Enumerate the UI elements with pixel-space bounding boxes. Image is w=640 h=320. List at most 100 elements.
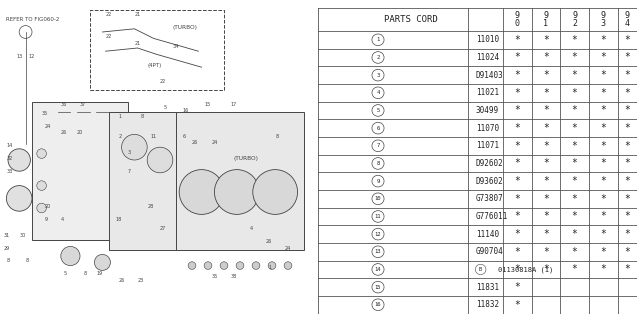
Text: 11: 11	[375, 214, 381, 219]
Text: REFER TO FIG060-2: REFER TO FIG060-2	[6, 17, 60, 22]
Text: *: *	[624, 158, 630, 168]
Text: (TURBO): (TURBO)	[173, 25, 198, 30]
Text: *: *	[600, 229, 606, 239]
Text: 14: 14	[6, 143, 13, 148]
Text: G776011: G776011	[476, 212, 508, 221]
Text: 26: 26	[192, 140, 198, 145]
Text: *: *	[600, 176, 606, 186]
Text: *: *	[624, 229, 630, 239]
Text: *: *	[572, 70, 577, 80]
Text: 22: 22	[106, 12, 112, 17]
Circle shape	[179, 170, 224, 214]
Text: 32: 32	[6, 156, 13, 161]
Text: *: *	[543, 52, 549, 62]
Circle shape	[372, 211, 384, 222]
Text: 2: 2	[376, 55, 380, 60]
Text: 1: 1	[269, 265, 272, 270]
Text: *: *	[600, 106, 606, 116]
Text: *: *	[600, 88, 606, 98]
Text: G73807: G73807	[476, 194, 504, 203]
Text: 9
3: 9 3	[601, 11, 606, 28]
Circle shape	[372, 193, 384, 204]
Circle shape	[8, 149, 31, 171]
Text: *: *	[572, 158, 577, 168]
Text: *: *	[572, 52, 577, 62]
Text: *: *	[600, 141, 606, 151]
Circle shape	[372, 105, 384, 116]
Text: 35: 35	[211, 274, 218, 279]
Text: *: *	[515, 35, 520, 45]
Text: *: *	[600, 247, 606, 257]
Circle shape	[220, 262, 228, 269]
Text: 11140: 11140	[476, 230, 499, 239]
Text: 5: 5	[64, 271, 67, 276]
Text: 13: 13	[375, 249, 381, 254]
Text: 31: 31	[3, 233, 10, 238]
Text: *: *	[543, 106, 549, 116]
Text: 8: 8	[83, 271, 86, 276]
Text: 18: 18	[115, 217, 122, 222]
Circle shape	[372, 264, 384, 275]
Circle shape	[36, 181, 47, 190]
Text: 6: 6	[182, 134, 186, 139]
Text: 10: 10	[375, 196, 381, 201]
Text: *: *	[600, 212, 606, 221]
Circle shape	[36, 149, 47, 158]
Text: *: *	[543, 247, 549, 257]
Text: 35: 35	[42, 111, 48, 116]
Text: *: *	[572, 247, 577, 257]
Text: *: *	[515, 247, 520, 257]
Text: *: *	[624, 194, 630, 204]
Text: *: *	[572, 141, 577, 151]
Text: *: *	[572, 123, 577, 133]
Text: 12: 12	[375, 232, 381, 236]
Text: 16: 16	[375, 302, 381, 307]
Text: *: *	[515, 282, 520, 292]
Text: 11071: 11071	[476, 141, 499, 150]
Text: 15: 15	[205, 101, 211, 107]
Circle shape	[268, 262, 276, 269]
Text: *: *	[600, 264, 606, 275]
Text: 9
1: 9 1	[543, 11, 548, 28]
Text: 9
0: 9 0	[515, 11, 520, 28]
Text: *: *	[515, 194, 520, 204]
Text: *: *	[543, 264, 549, 275]
Text: 1: 1	[118, 114, 122, 119]
Text: *: *	[624, 176, 630, 186]
Text: *: *	[515, 70, 520, 80]
Text: *: *	[624, 212, 630, 221]
Text: *: *	[515, 106, 520, 116]
Text: 14: 14	[375, 267, 381, 272]
Text: 22: 22	[160, 79, 166, 84]
Text: 21: 21	[134, 41, 141, 46]
Circle shape	[372, 299, 384, 311]
Text: 11024: 11024	[476, 53, 499, 62]
Text: *: *	[624, 123, 630, 133]
Bar	[32, 102, 128, 240]
Text: 9
4: 9 4	[625, 11, 630, 28]
Text: 15: 15	[375, 284, 381, 290]
Circle shape	[19, 26, 32, 38]
Text: 16: 16	[182, 108, 189, 113]
Text: *: *	[600, 194, 606, 204]
Circle shape	[186, 224, 198, 237]
Text: PARTS CORD: PARTS CORD	[383, 15, 437, 24]
Text: 12: 12	[29, 53, 35, 59]
Text: *: *	[624, 35, 630, 45]
Text: G90704: G90704	[476, 247, 504, 256]
Text: *: *	[600, 123, 606, 133]
Text: 29: 29	[3, 246, 10, 251]
Text: 8: 8	[26, 259, 29, 263]
Text: 01130818A (1): 01130818A (1)	[498, 266, 554, 273]
Text: 36: 36	[61, 101, 67, 107]
Text: 6: 6	[376, 126, 380, 131]
Text: *: *	[543, 229, 549, 239]
Text: *: *	[600, 70, 606, 80]
Text: *: *	[543, 158, 549, 168]
Text: *: *	[543, 194, 549, 204]
Text: 26: 26	[118, 277, 125, 283]
Text: 21: 21	[134, 12, 141, 17]
Circle shape	[252, 262, 260, 269]
Text: *: *	[515, 300, 520, 310]
Text: 23: 23	[138, 277, 144, 283]
